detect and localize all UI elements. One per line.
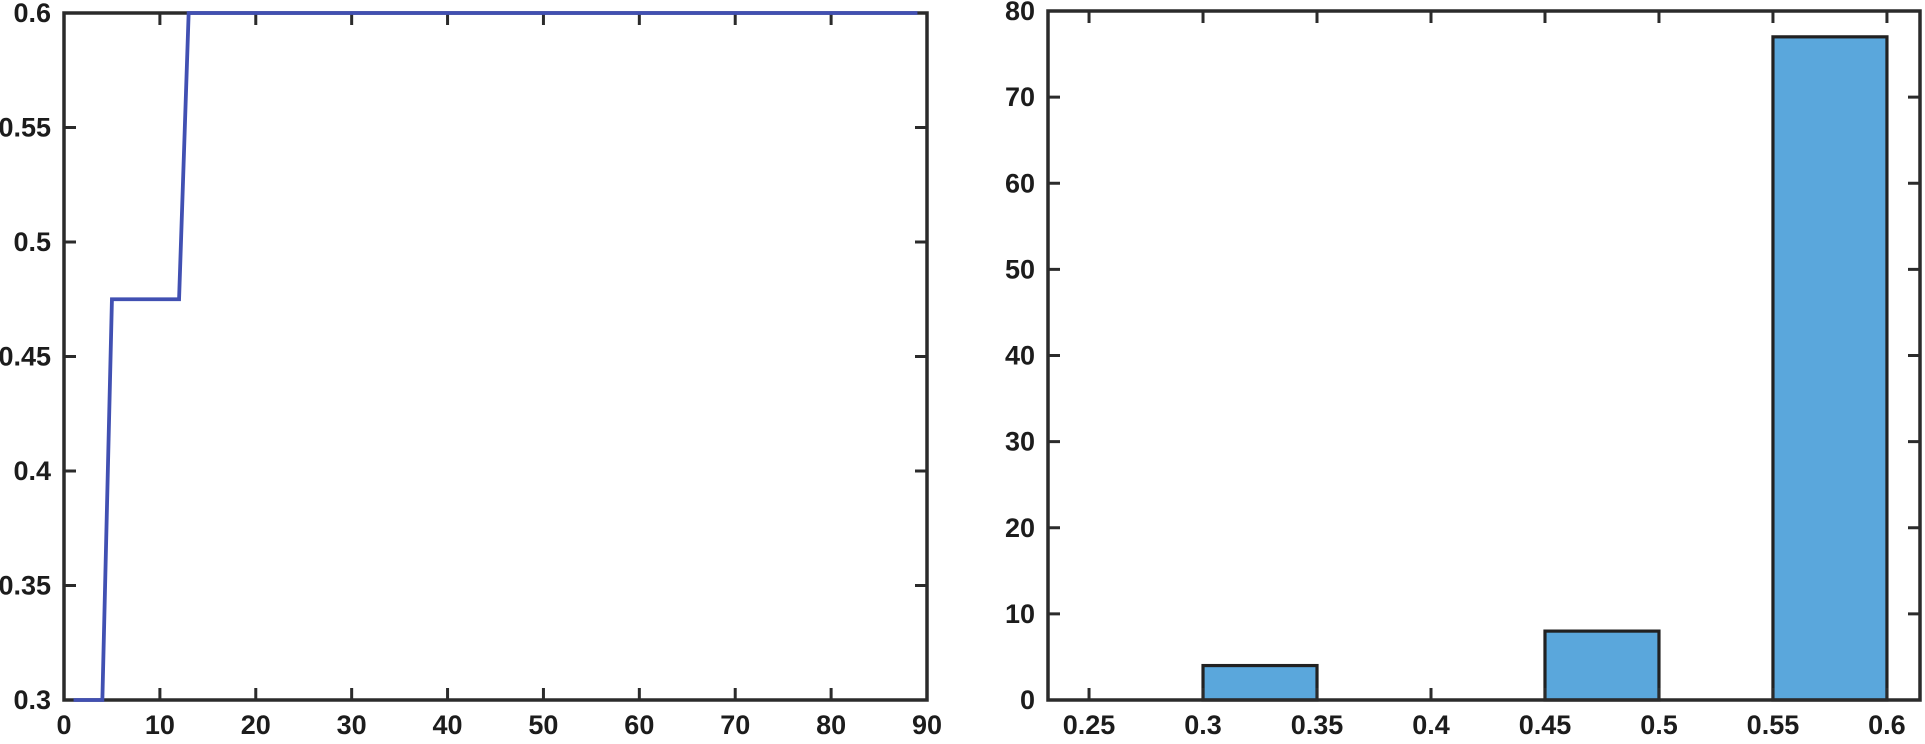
line-series bbox=[73, 11, 918, 702]
y-tick-label: 30 bbox=[1005, 427, 1035, 457]
x-tick-label: 80 bbox=[816, 710, 846, 740]
y-tick-label: 0.35 bbox=[0, 571, 51, 601]
step-line-chart: 0 10 20 30 40 50 60 70 80 90 0.3 0.35 0.4 0.45 0.5 0.55… bbox=[0, 0, 942, 740]
x-tick-label: 40 bbox=[433, 710, 463, 740]
plot-box bbox=[62, 11, 929, 702]
x-tick-label: 0 bbox=[56, 710, 71, 740]
x-tick-label: 0.25 bbox=[1063, 710, 1116, 740]
y-tick-label: 0.3 bbox=[13, 685, 51, 715]
x-tick-label: 10 bbox=[145, 710, 175, 740]
histogram-chart: 0.25 0.3 0.35 0.4 0.45 0.5 0.55 0.6 0 10 20 30 40 50 6… bbox=[1005, 0, 1922, 740]
y-tick-label: 50 bbox=[1005, 254, 1035, 284]
y-tick-label: 0.4 bbox=[13, 456, 51, 486]
histogram-bar bbox=[1543, 629, 1661, 702]
y-tick-label: 20 bbox=[1005, 513, 1035, 543]
x-tick-label: 0.45 bbox=[1519, 710, 1572, 740]
y-tick-label: 0.5 bbox=[13, 227, 51, 257]
x-tick-label: 50 bbox=[528, 710, 558, 740]
x-tick-label: 0.5 bbox=[1640, 710, 1678, 740]
histogram-bar bbox=[1201, 663, 1319, 702]
y-tick-label: 70 bbox=[1005, 82, 1035, 112]
x-tick-label: 0.55 bbox=[1747, 710, 1800, 740]
y-tick-label: 0.6 bbox=[13, 0, 51, 28]
x-tick-label: 90 bbox=[912, 710, 942, 740]
histogram-bar bbox=[1771, 35, 1889, 702]
y-tick-label: 0.55 bbox=[0, 113, 51, 143]
y-tick-label: 10 bbox=[1005, 599, 1035, 629]
y-tick-label: 80 bbox=[1005, 0, 1035, 26]
x-tick-label: 0.6 bbox=[1868, 710, 1906, 740]
y-tick-label: 60 bbox=[1005, 168, 1035, 198]
x-tick-label: 0.4 bbox=[1412, 710, 1450, 740]
y-tick-label: 40 bbox=[1005, 341, 1035, 371]
x-tick-label: 0.3 bbox=[1184, 710, 1222, 740]
x-tick-label: 20 bbox=[241, 710, 271, 740]
y-tick-label: 0 bbox=[1020, 685, 1035, 715]
x-tick-label: 30 bbox=[337, 710, 367, 740]
x-tick-label: 70 bbox=[720, 710, 750, 740]
y-tick-label: 0.45 bbox=[0, 342, 51, 372]
x-tick-label: 0.35 bbox=[1291, 710, 1344, 740]
x-tick-label: 60 bbox=[624, 710, 654, 740]
